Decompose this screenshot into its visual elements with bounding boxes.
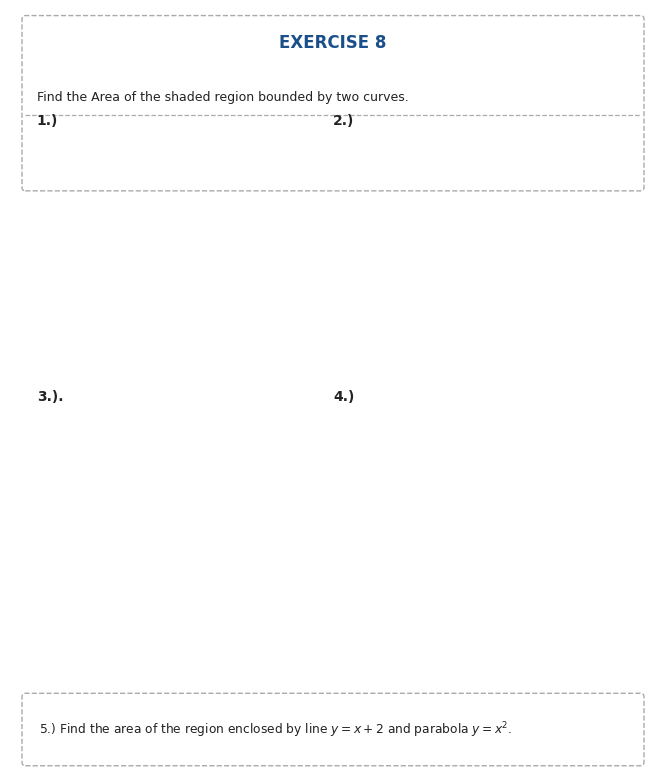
Text: Find the Area of the shaded region bounded by two curves.: Find the Area of the shaded region bound…	[37, 91, 408, 104]
Text: $x = 2y^2 - 2y$: $x = 2y^2 - 2y$	[334, 560, 400, 576]
Text: $x$: $x$	[284, 317, 294, 330]
Text: $y = x^2$: $y = x^2$	[77, 465, 113, 485]
Text: $x + y = 2$: $x + y = 2$	[188, 511, 239, 527]
Text: $y = -2x^4$: $y = -2x^4$	[509, 360, 567, 379]
Text: $y$: $y$	[55, 420, 65, 434]
Text: $x$: $x$	[629, 639, 639, 651]
Text: 3.).: 3.).	[37, 390, 63, 404]
Text: $x$: $x$	[633, 225, 643, 238]
Text: $x$: $x$	[292, 627, 302, 640]
Text: $y$: $y$	[50, 145, 60, 159]
Text: $y = x^2$: $y = x^2$	[567, 143, 602, 163]
Text: EXERCISE 8: EXERCISE 8	[279, 33, 387, 52]
Text: 2.): 2.)	[333, 114, 354, 128]
Text: $y = (1 - \cos x) \sin x$: $y = (1 - \cos x) \sin x$	[97, 174, 200, 189]
Text: 5.) Find the area of the region enclosed by line $y = x + 2$ and parabola $y = x: 5.) Find the area of the region enclosed…	[39, 720, 512, 740]
Text: $x = 12y^2 - 12y^3$: $x = 12y^2 - 12y^3$	[436, 449, 518, 465]
Text: 1.): 1.)	[37, 114, 58, 128]
Text: 4.): 4.)	[333, 390, 354, 404]
Text: $y$: $y$	[424, 428, 433, 442]
